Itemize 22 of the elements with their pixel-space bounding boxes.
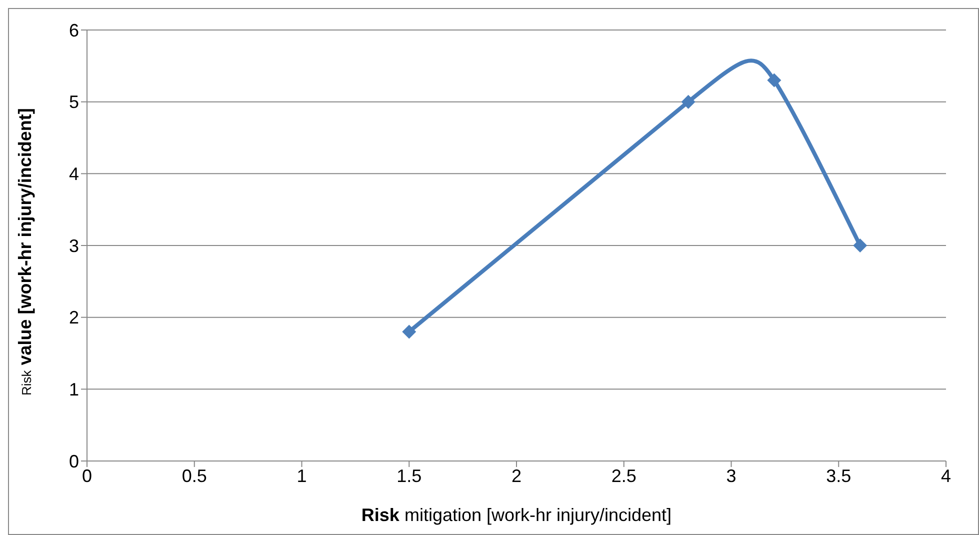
y-axis-title: Risk value [work-hr injury/incident] (15, 108, 35, 396)
x-tick-label: 0 (82, 466, 92, 486)
point (402, 324, 416, 339)
x-tick-label: 3 (726, 466, 736, 486)
x-tick-label: 1 (296, 466, 307, 486)
y-tick-label: 2 (68, 308, 79, 328)
x-axis-title: Risk mitigation [work-hr injury/incident] (361, 505, 672, 525)
x-tick-label: 2 (511, 466, 522, 486)
y-tick-label: 6 (68, 20, 79, 40)
point (853, 238, 868, 252)
y-tick-label: 3 (68, 236, 79, 256)
point (767, 73, 782, 88)
point (681, 94, 696, 109)
x-tick-label: 2.5 (611, 466, 636, 486)
x-tick-label: 0.5 (182, 466, 207, 486)
x-tick-label: 1.5 (396, 466, 422, 486)
y-tick-label: 1 (68, 380, 79, 400)
x-tick-label: 4 (940, 466, 952, 486)
x-tick-label: 3.5 (826, 466, 852, 486)
y-tick-label: 0 (68, 451, 79, 472)
y-tick-label: 5 (68, 92, 79, 112)
y-tick-label: 4 (68, 164, 79, 184)
